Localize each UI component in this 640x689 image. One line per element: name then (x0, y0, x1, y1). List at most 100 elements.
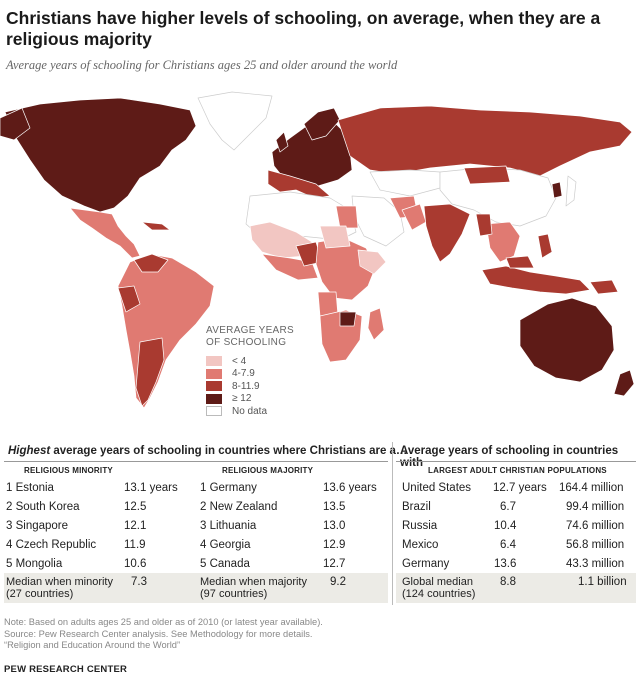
minority-country: 5 Mongolia (6, 557, 63, 570)
chart-title: Christians have higher levels of schooli… (6, 8, 601, 49)
sudan (319, 225, 351, 249)
country-population: 43.3 million (566, 557, 625, 570)
table-row: Russia 10.4 74.6 million (396, 516, 640, 535)
legend-swatch (206, 356, 222, 367)
legend-label: 4-7.9 (232, 368, 255, 380)
legend-item: No data (206, 405, 294, 418)
se-asia (485, 221, 521, 263)
west-africa-coast (261, 253, 319, 281)
table-row: 4 Czech Republic 11.9 4 Georgia 12.9 (0, 535, 392, 554)
myanmar (475, 213, 493, 237)
country-years: 6.4 (500, 538, 516, 551)
legend-item: < 4 (206, 355, 294, 368)
minority-value: 11.9 (124, 538, 146, 551)
minority-column-header: RELIGIOUS MINORITY (24, 466, 113, 475)
country-population: 164.4 million (559, 481, 624, 494)
notes: Note: Based on adults ages 25 and older … (4, 617, 323, 652)
majority-country: 4 Georgia (200, 538, 251, 551)
right-table-heading: Average years of schooling in countries … (400, 445, 619, 469)
majority-median-line2: (97 countries) (200, 588, 268, 600)
caribbean (141, 221, 171, 231)
source-text: Source: Pew Research Center analysis. Se… (4, 628, 313, 639)
minority-median-line1: Median when minority (6, 576, 113, 588)
left-table-heading: Highest average years of schooling in co… (8, 445, 407, 457)
korea (551, 181, 563, 199)
mongolia (463, 165, 511, 185)
median-band-right (396, 573, 636, 603)
majority-column-header: RELIGIOUS MAJORITY (222, 466, 314, 475)
north-america (4, 97, 197, 213)
greenland (197, 91, 273, 151)
majority-value: 13.5 (323, 500, 346, 513)
organization-name: PEW RESEARCH CENTER (4, 664, 128, 675)
philippines (537, 233, 553, 259)
alaska (0, 107, 31, 141)
australia (519, 297, 615, 383)
global-median-line1: Global median (402, 576, 473, 588)
png (589, 279, 619, 295)
uk (275, 131, 289, 153)
legend-title-line1: AVERAGE YEARS (206, 325, 295, 336)
country-years: 10.4 (494, 519, 517, 532)
mexico (69, 207, 141, 259)
legend-item: 8-11.9 (206, 380, 294, 393)
country-years: 12.7 years (493, 481, 547, 494)
global-median-years: 8.8 (500, 576, 516, 588)
country-years: 6.7 (500, 500, 516, 513)
country-population: 74.6 million (566, 519, 625, 532)
global-median-line2: (124 countries) (402, 588, 476, 600)
note-text: Note: Based on adults ages 25 and older … (4, 617, 323, 627)
minority-country: 3 Singapore (6, 519, 69, 532)
legend-swatch (206, 406, 222, 417)
east-africa (357, 249, 387, 275)
majority-country: 2 New Zealand (200, 500, 278, 513)
legend-swatch (206, 368, 222, 379)
right-rule (396, 461, 636, 462)
global-median-label: Global median (124 countries) (402, 576, 475, 600)
china (439, 167, 557, 227)
majority-value: 13.0 (323, 519, 346, 532)
minority-median-line2: (27 countries) (6, 588, 74, 600)
table-row: 1 Estonia 13.1 years 1 Germany 13.6 year… (0, 478, 392, 497)
legend-label: < 4 (232, 355, 247, 367)
minority-median-value: 7.3 (131, 576, 147, 588)
heading-emphasis: Highest (8, 445, 51, 457)
majority-median-value: 9.2 (330, 576, 346, 588)
global-median-population: 1.1 billion (578, 576, 627, 588)
country-name: Russia (402, 519, 438, 532)
legend-label: ≥ 12 (232, 393, 252, 405)
median-band-left (4, 573, 388, 603)
table-row: Brazil 6.7 99.4 million (396, 497, 640, 516)
country-population: 99.4 million (566, 500, 625, 513)
majority-country: 3 Lithuania (200, 519, 257, 532)
minority-value: 12.5 (124, 500, 147, 513)
country-years: 13.6 (494, 557, 517, 570)
majority-median-label: Median when majority (97 countries) (200, 576, 307, 600)
madagascar (367, 307, 385, 341)
minority-value: 13.1 years (124, 481, 178, 494)
russia (337, 105, 633, 177)
table-row: United States 12.7 years 164.4 million (396, 478, 640, 497)
minority-country: 1 Estonia (6, 481, 54, 494)
table-row: 2 South Korea 12.5 2 New Zealand 13.5 (0, 497, 392, 516)
minority-country: 4 Czech Republic (6, 538, 97, 551)
table-row: 3 Singapore 12.1 3 Lithuania 13.0 (0, 516, 392, 535)
central-asia (369, 169, 441, 197)
majority-value: 13.6 years (323, 481, 377, 494)
map-legend: AVERAGE YEARS OF SCHOOLING < 4 4-7.9 8-1… (206, 325, 294, 418)
table-row: 5 Mongolia 10.6 5 Canada 12.7 (0, 554, 392, 573)
japan (565, 175, 577, 207)
country-name: Mexico (402, 538, 439, 551)
table-row: Mexico 6.4 56.8 million (396, 535, 640, 554)
left-rule (4, 461, 388, 462)
minority-median-label: Median when minority (27 countries) (6, 576, 113, 600)
country-name: United States (402, 481, 472, 494)
country-name: Germany (402, 557, 450, 570)
largest-populations-header: LARGEST ADULT CHRISTIAN POPULATIONS (428, 466, 607, 475)
india (423, 203, 471, 263)
indonesia (481, 265, 591, 295)
legend-swatch (206, 381, 222, 392)
venezuela (133, 253, 169, 273)
majority-country: 5 Canada (200, 557, 250, 570)
column-divider (392, 442, 393, 605)
